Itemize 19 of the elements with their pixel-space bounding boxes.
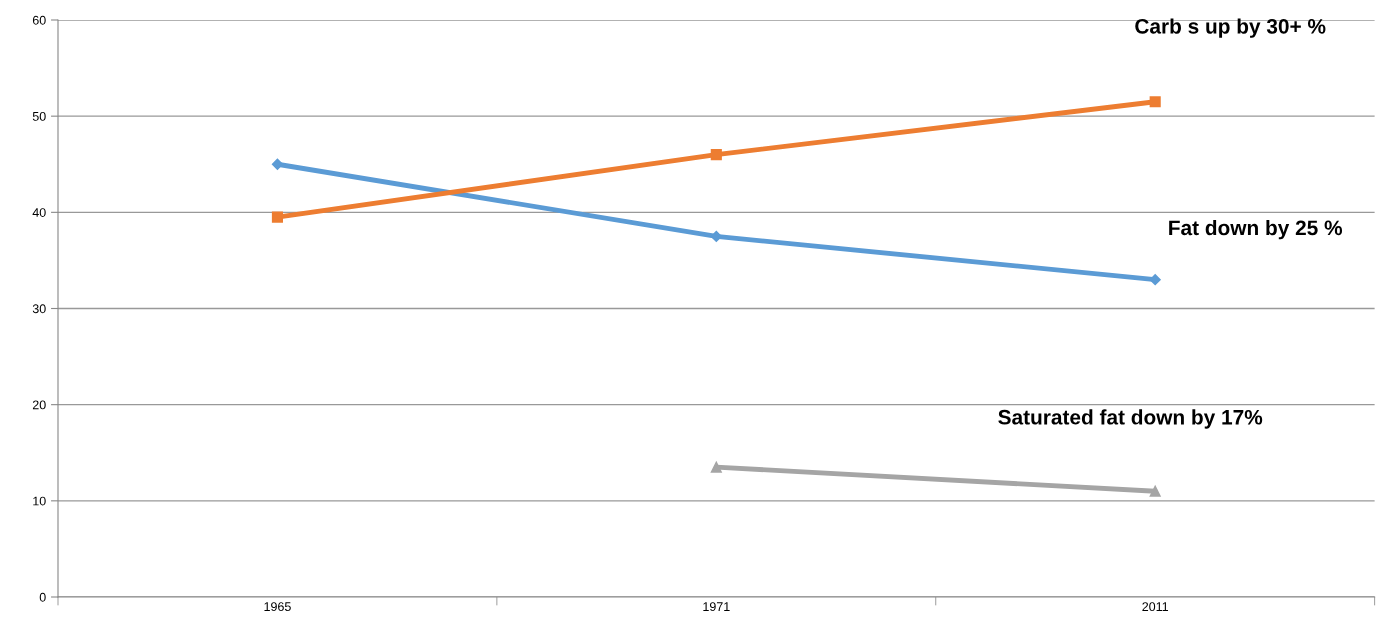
y-tick-label: 60: [32, 15, 46, 25]
y-tick-label: 10: [33, 496, 46, 506]
point: [1149, 274, 1161, 286]
x-tick-label: 1965: [264, 602, 291, 612]
y-tick-label: 30: [32, 304, 46, 314]
y-tick-label: 50: [32, 111, 46, 121]
y-tick-label: 40: [32, 208, 46, 217]
text: Carb s up by 30+ %: [1135, 18, 1326, 38]
text: Saturated fat down by 17%: [998, 409, 1263, 429]
point: [1149, 485, 1161, 497]
point: [710, 461, 722, 473]
point: [710, 149, 722, 161]
y-tick-label: 0: [39, 592, 46, 602]
x-tick-label: 2011: [1142, 602, 1169, 612]
y-tick-label: 20: [32, 400, 46, 410]
series-label: Fat down by 25 %: [1169, 219, 1343, 240]
x-tick-label: 1971: [703, 602, 730, 612]
point: [271, 211, 283, 223]
point: [1149, 96, 1161, 108]
